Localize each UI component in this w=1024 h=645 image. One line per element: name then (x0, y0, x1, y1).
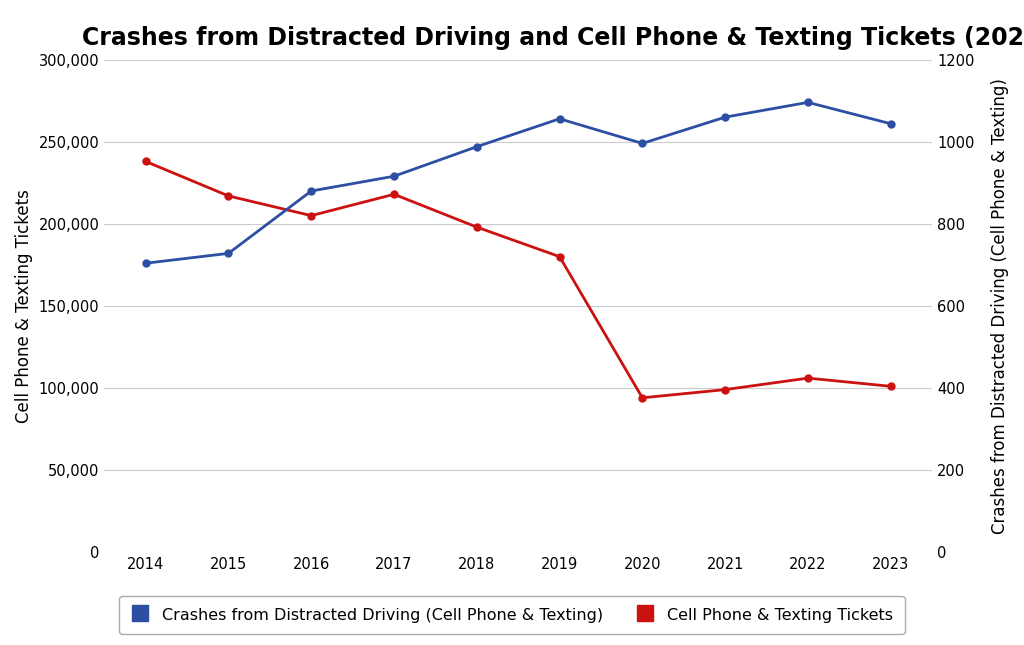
Cell Phone & Texting Tickets (636, 394, 648, 402)
Text: Crashes from Distracted Driving and Cell Phone & Texting Tickets (2023 Data): Crashes from Distracted Driving and Cell… (82, 26, 1024, 50)
Y-axis label: Crashes from Distracted Driving (Cell Phone & Texting): Crashes from Distracted Driving (Cell Ph… (991, 78, 1009, 534)
Cell Phone & Texting Tickets (471, 223, 483, 231)
Crashes from Distracted Driving (Cell Phone & Texting) (388, 172, 400, 180)
Cell Phone & Texting Tickets (305, 212, 317, 219)
Crashes from Distracted Driving (Cell Phone & Texting) (553, 115, 565, 123)
Y-axis label: Cell Phone & Texting Tickets: Cell Phone & Texting Tickets (15, 189, 33, 423)
Crashes from Distracted Driving (Cell Phone & Texting) (802, 99, 814, 106)
Crashes from Distracted Driving (Cell Phone & Texting) (885, 120, 897, 128)
Crashes from Distracted Driving (Cell Phone & Texting) (471, 143, 483, 150)
Crashes from Distracted Driving (Cell Phone & Texting) (636, 139, 648, 147)
Crashes from Distracted Driving (Cell Phone & Texting) (719, 114, 731, 121)
Cell Phone & Texting Tickets (388, 190, 400, 198)
Cell Phone & Texting Tickets (885, 382, 897, 390)
Crashes from Distracted Driving (Cell Phone & Texting) (222, 250, 234, 257)
Line: Cell Phone & Texting Tickets: Cell Phone & Texting Tickets (142, 158, 894, 401)
Cell Phone & Texting Tickets (139, 157, 152, 165)
Crashes from Distracted Driving (Cell Phone & Texting) (305, 187, 317, 195)
Line: Crashes from Distracted Driving (Cell Phone & Texting): Crashes from Distracted Driving (Cell Ph… (142, 99, 894, 266)
Cell Phone & Texting Tickets (553, 253, 565, 261)
Cell Phone & Texting Tickets (802, 374, 814, 382)
Cell Phone & Texting Tickets (719, 386, 731, 393)
Cell Phone & Texting Tickets (222, 192, 234, 200)
Crashes from Distracted Driving (Cell Phone & Texting) (139, 259, 152, 267)
Legend: Crashes from Distracted Driving (Cell Phone & Texting), Cell Phone & Texting Tic: Crashes from Distracted Driving (Cell Ph… (120, 596, 904, 634)
